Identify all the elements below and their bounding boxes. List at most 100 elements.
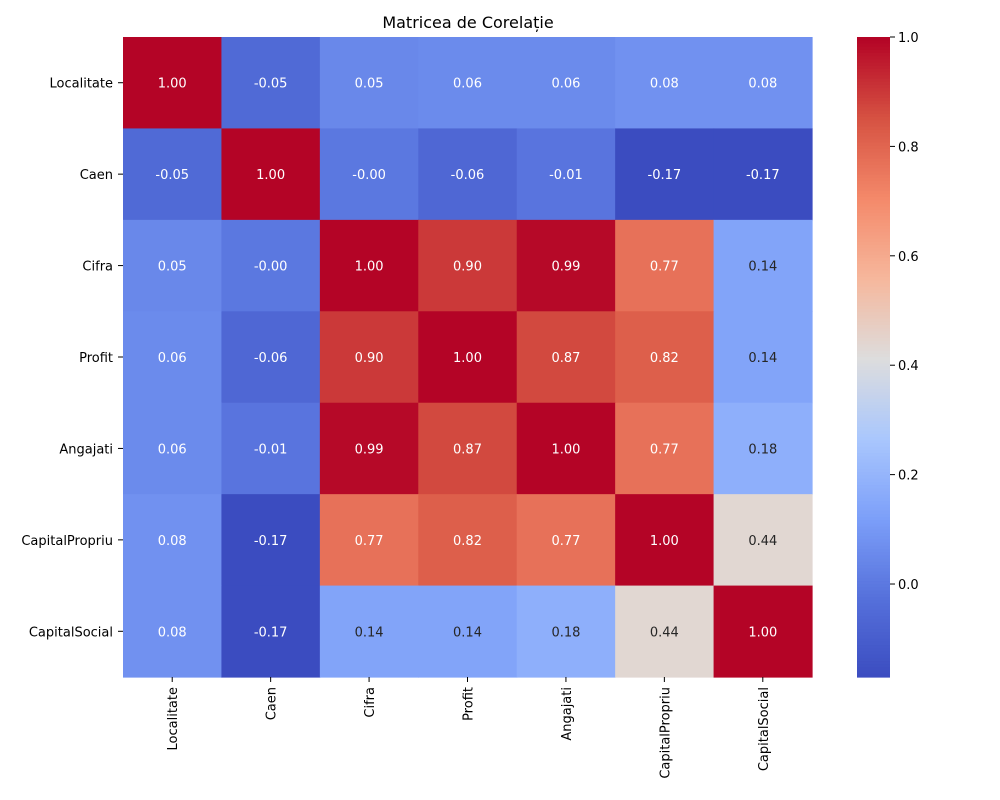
colorbar-tick-label: 0.6 bbox=[898, 250, 919, 265]
colorbar-segment bbox=[857, 581, 890, 585]
colorbar-segment bbox=[857, 638, 890, 643]
colorbar-segment bbox=[857, 273, 890, 278]
colorbar-segment bbox=[857, 478, 890, 483]
heatmap-cell bbox=[418, 37, 518, 130]
cell-value-label: -0.17 bbox=[746, 168, 780, 183]
colorbar-segment bbox=[857, 62, 890, 67]
colorbar-segment bbox=[857, 414, 890, 419]
colorbar-segment bbox=[857, 174, 890, 179]
cell-value-label: 0.08 bbox=[158, 625, 187, 640]
colorbar-segment bbox=[857, 318, 890, 323]
cell-value-label: 0.06 bbox=[551, 77, 580, 92]
heatmap-cell bbox=[516, 402, 616, 495]
cell-value-label: 0.99 bbox=[355, 442, 384, 457]
colorbar-segment bbox=[857, 449, 890, 454]
y-tick-label: Cifra bbox=[82, 260, 113, 275]
heatmap-cell bbox=[516, 219, 616, 312]
colorbar-segment bbox=[857, 520, 890, 525]
colorbar-segment bbox=[857, 472, 890, 477]
colorbar-segment bbox=[857, 437, 890, 441]
colorbar-segment bbox=[857, 203, 890, 208]
heatmap-cell bbox=[123, 585, 223, 678]
cell-value-label: 0.18 bbox=[551, 625, 580, 640]
colorbar-segment bbox=[857, 545, 890, 550]
colorbar-segment bbox=[857, 424, 890, 429]
colorbar-segment bbox=[857, 609, 890, 614]
heatmap-cell bbox=[319, 128, 419, 221]
colorbar-segment bbox=[857, 85, 890, 89]
colorbar-segment bbox=[857, 104, 890, 109]
colorbar-segment bbox=[857, 670, 890, 675]
heatmap-cell bbox=[713, 37, 813, 130]
colorbar-segment bbox=[857, 149, 890, 153]
colorbar-segment bbox=[857, 270, 890, 275]
colorbar-segment bbox=[857, 69, 890, 73]
heatmap-cell bbox=[516, 37, 616, 130]
heatmap-cell bbox=[123, 128, 223, 221]
colorbar-segment bbox=[857, 155, 890, 160]
colorbar-segment bbox=[857, 37, 890, 41]
colorbar-segment bbox=[857, 133, 890, 137]
colorbar-segment bbox=[857, 417, 890, 422]
cell-value-label: -0.05 bbox=[254, 77, 288, 92]
colorbar-segment bbox=[857, 673, 890, 678]
x-tick-label: Caen bbox=[265, 687, 280, 720]
colorbar-segment bbox=[857, 120, 890, 125]
colorbar-tick-label: 1.0 bbox=[898, 31, 919, 46]
colorbar-segment bbox=[857, 625, 890, 630]
colorbar-segment bbox=[857, 622, 890, 627]
heatmap-cell bbox=[516, 311, 616, 404]
colorbar-segment bbox=[857, 619, 890, 624]
x-tick-label: CapitalSocial bbox=[757, 687, 772, 771]
colorbar-segment bbox=[857, 222, 890, 227]
heatmap-cell bbox=[713, 311, 813, 404]
colorbar-segment bbox=[857, 485, 890, 489]
heatmap-cell bbox=[615, 37, 715, 130]
cell-value-label: 0.77 bbox=[650, 442, 679, 457]
colorbar-segment bbox=[857, 667, 890, 672]
colorbar-segment bbox=[857, 337, 890, 342]
heatmap-cell bbox=[123, 311, 223, 404]
colorbar-segment bbox=[857, 241, 890, 246]
x-axis-ticks: Localitate Caen Cifra Profit Angajati Capital… bbox=[166, 677, 772, 779]
colorbar-segment bbox=[857, 328, 890, 333]
colorbar-tick-label: 0.8 bbox=[898, 140, 919, 155]
cell-value-label: 0.14 bbox=[453, 625, 482, 640]
heatmap-cell bbox=[319, 37, 419, 130]
colorbar-segment bbox=[857, 254, 890, 259]
colorbar-segment bbox=[857, 341, 890, 345]
x-tick-label: Localitate bbox=[166, 687, 181, 750]
heatmap-cell bbox=[319, 311, 419, 404]
cell-value-label: 0.77 bbox=[650, 260, 679, 275]
colorbar-segment bbox=[857, 302, 890, 307]
colorbar-segment bbox=[857, 53, 890, 57]
heatmap-cell bbox=[221, 494, 321, 587]
colorbar-segment bbox=[857, 158, 890, 163]
cell-value-label: -0.06 bbox=[254, 351, 288, 366]
colorbar-segment bbox=[857, 309, 890, 313]
colorbar-segment bbox=[857, 446, 890, 451]
colorbar-segment bbox=[857, 238, 890, 243]
colorbar-segment bbox=[857, 443, 890, 448]
cell-value-label: 0.06 bbox=[158, 351, 187, 366]
colorbar-segment bbox=[857, 357, 890, 361]
heatmap-cell bbox=[418, 494, 518, 587]
cell-value-label: 1.00 bbox=[650, 534, 679, 549]
colorbar-segment bbox=[857, 43, 890, 48]
heatmap-cell bbox=[319, 402, 419, 495]
colorbar-segment bbox=[857, 293, 890, 297]
colorbar-segment bbox=[857, 533, 890, 537]
colorbar-segment bbox=[857, 305, 890, 310]
colorbar-segment bbox=[857, 542, 890, 547]
cell-value-label: 0.08 bbox=[158, 534, 187, 549]
colorbar-segment bbox=[857, 385, 890, 390]
colorbar-tick-label: 0.2 bbox=[898, 469, 919, 484]
heatmap-cell bbox=[418, 219, 518, 312]
colorbar-segment bbox=[857, 353, 890, 358]
colorbar-tick-label: 0.4 bbox=[898, 359, 919, 374]
colorbar-segment bbox=[857, 117, 890, 121]
heatmap-cell bbox=[123, 37, 223, 130]
colorbar-segment bbox=[857, 497, 890, 502]
colorbar-segment bbox=[857, 401, 890, 406]
